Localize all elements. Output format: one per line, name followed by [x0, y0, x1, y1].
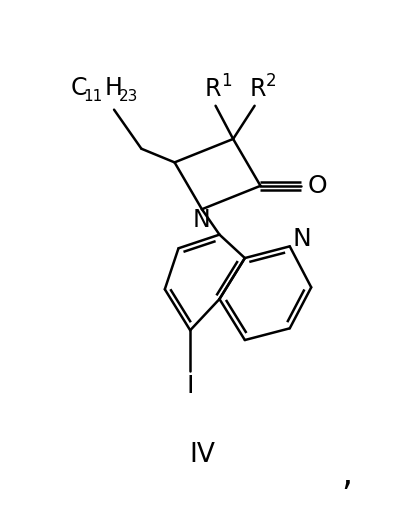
Text: 23: 23: [119, 89, 139, 105]
Text: 1: 1: [221, 72, 231, 90]
Text: O: O: [308, 174, 327, 198]
Text: 2: 2: [266, 72, 276, 90]
Text: ,: ,: [341, 458, 352, 492]
Text: 11: 11: [84, 89, 103, 105]
Text: R: R: [249, 77, 266, 101]
Text: I: I: [187, 374, 194, 398]
Text: H: H: [105, 76, 123, 100]
Text: R: R: [204, 77, 221, 101]
Text: N: N: [193, 208, 211, 232]
Text: C: C: [70, 76, 87, 100]
Text: N: N: [292, 227, 311, 251]
Text: IV: IV: [189, 442, 215, 468]
